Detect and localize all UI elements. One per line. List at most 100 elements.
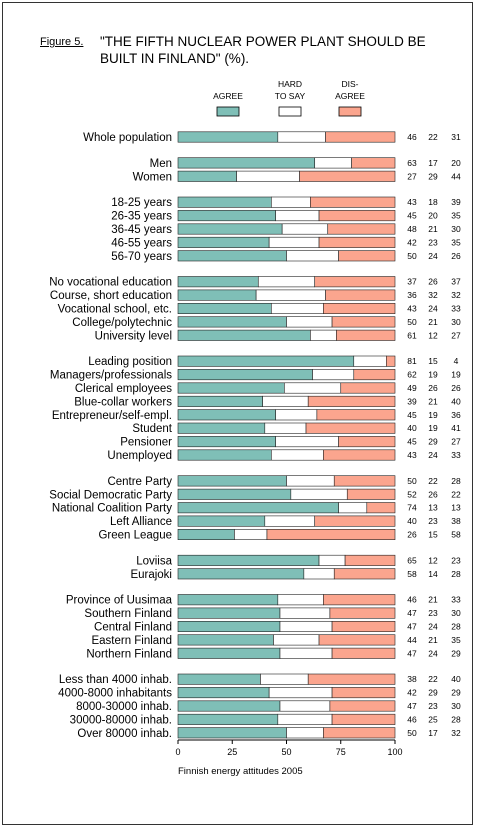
legend-swatch: [216, 106, 240, 117]
data-label: 40: [407, 423, 417, 433]
category-label: Entrepreneur/self-empl.: [52, 410, 172, 422]
bar-segment: [290, 488, 348, 500]
category-label: Green League: [98, 530, 172, 542]
bar-segment: [177, 502, 339, 514]
data-label: 58: [451, 530, 461, 540]
data-label: 40: [407, 516, 417, 526]
bar-segment: [277, 594, 324, 606]
category-label: 8000-30000 inhab.: [76, 701, 172, 713]
data-label: 38: [451, 516, 461, 526]
bar-segment: [268, 236, 320, 248]
bar-segment: [327, 223, 396, 235]
data-label: 74: [407, 503, 417, 513]
data-label: 13: [428, 503, 438, 513]
data-label: 46: [407, 595, 417, 605]
data-label: 29: [428, 437, 438, 447]
data-label: 61: [407, 330, 417, 340]
bar-segment: [275, 210, 320, 222]
data-label: 19: [428, 423, 438, 433]
category-label: Pensioner: [120, 437, 172, 449]
data-label: 45: [407, 211, 417, 221]
bar-segment: [366, 502, 396, 514]
category-label: 36-45 years: [111, 224, 172, 236]
data-label: 30: [451, 608, 461, 618]
data-label: 24: [428, 648, 438, 658]
data-label: 44: [451, 171, 461, 181]
data-label: 19: [428, 410, 438, 420]
data-label: 49: [407, 383, 417, 393]
bar-segment: [340, 382, 396, 394]
data-label: 28: [451, 476, 461, 486]
data-label: 35: [451, 635, 461, 645]
chart-title-line2: BUILT IN FINLAND" (%).: [100, 51, 250, 66]
data-label: 32: [451, 728, 461, 738]
bar-segment: [177, 289, 257, 301]
category-label: 18-25 years: [111, 197, 172, 209]
data-label: 23: [451, 555, 461, 565]
data-label: 45: [407, 437, 417, 447]
bar-segment: [333, 475, 396, 487]
data-label: 29: [428, 688, 438, 698]
data-label: 47: [407, 608, 417, 618]
category-label: Managers/professionals: [50, 370, 172, 382]
data-label: 4: [454, 356, 459, 366]
category-label: Leading position: [88, 356, 172, 368]
category-label: Southern Finland: [84, 608, 172, 620]
data-label: 36: [451, 410, 461, 420]
data-label: 48: [407, 224, 417, 234]
bar-segment: [310, 329, 337, 341]
data-label: 31: [451, 132, 461, 142]
data-label: 47: [407, 622, 417, 632]
data-label: 26: [407, 530, 417, 540]
bar-segment: [318, 634, 396, 646]
bar-segment: [177, 634, 274, 646]
bar-segment: [316, 409, 396, 421]
bar-segment: [331, 620, 396, 632]
bar-segment: [338, 436, 396, 448]
data-label: 52: [407, 489, 417, 499]
data-label: 27: [451, 437, 461, 447]
category-label: Left Alliance: [110, 516, 172, 528]
legend-label: AGREE: [213, 91, 243, 101]
data-label: 47: [407, 648, 417, 658]
category-label: Northern Finland: [86, 648, 172, 660]
data-label: 39: [407, 396, 417, 406]
data-label: 20: [451, 158, 461, 168]
bar-segment: [310, 196, 396, 208]
data-label: 30: [451, 317, 461, 327]
bar-segment: [177, 620, 281, 632]
category-label: Over 80000 inhab.: [77, 728, 172, 740]
data-label: 27: [407, 171, 417, 181]
data-label: 17: [428, 728, 438, 738]
x-tick-label: 100: [387, 747, 402, 757]
data-label: 19: [428, 370, 438, 380]
bar-segment: [177, 568, 305, 580]
data-label: 22: [451, 489, 461, 499]
category-label: Blue-collar workers: [74, 396, 172, 408]
bar-segment: [271, 302, 324, 314]
category-label: Clerical employees: [75, 383, 172, 395]
x-tick-label: 25: [227, 747, 237, 757]
bar-segment: [177, 316, 287, 328]
category-label: 4000-8000 inhabitants: [58, 688, 172, 700]
bar-segment: [177, 329, 311, 341]
data-label: 22: [428, 674, 438, 684]
bar-segment: [177, 170, 237, 182]
legend-label: HARD: [278, 79, 302, 89]
bar-segment: [325, 289, 396, 301]
data-label: 45: [407, 410, 417, 420]
data-label: 12: [428, 330, 438, 340]
bar-segment: [279, 700, 331, 712]
data-label: 40: [451, 396, 461, 406]
bar-segment: [346, 488, 396, 500]
data-label: 15: [428, 356, 438, 366]
category-label: Central Finland: [94, 622, 172, 634]
category-label: Centre Party: [107, 476, 172, 488]
bar-segment: [284, 382, 342, 394]
bar-segment: [177, 250, 287, 262]
bar-segment: [305, 422, 396, 434]
bar-segment: [353, 369, 396, 381]
data-label: 21: [428, 224, 438, 234]
data-label: 26: [428, 383, 438, 393]
legend-label: TO SAY: [275, 91, 306, 101]
